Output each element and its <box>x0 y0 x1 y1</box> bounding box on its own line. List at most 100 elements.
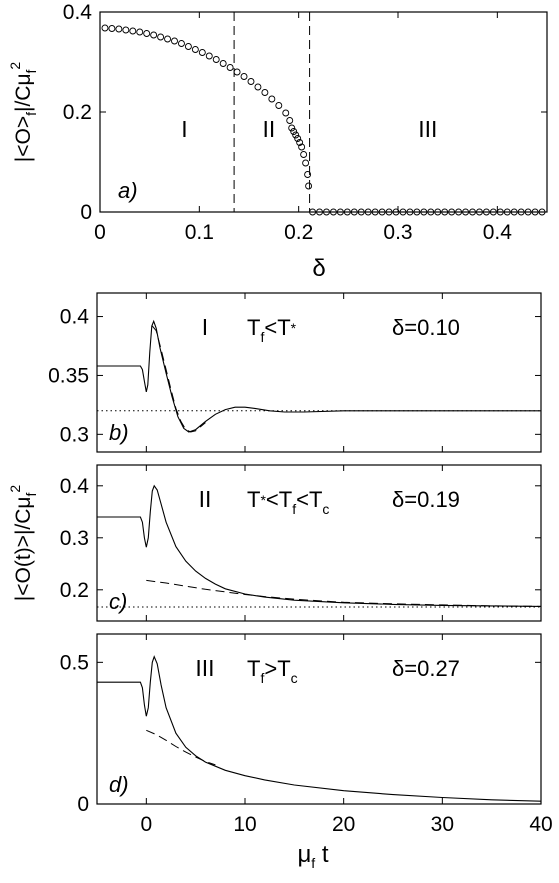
data-point <box>413 208 421 216</box>
data-point <box>496 208 504 216</box>
data-point <box>434 208 442 216</box>
data-point <box>157 33 165 41</box>
panel-b-ytick-label: 0.35 <box>48 364 89 387</box>
data-point <box>226 64 234 71</box>
data-point <box>101 24 109 32</box>
data-point <box>296 139 304 146</box>
bottom-xlabel: μf t <box>297 841 328 871</box>
data-point <box>441 208 449 216</box>
panel-b-plot-frame <box>96 292 542 453</box>
data-point <box>298 143 306 151</box>
data-point <box>309 208 317 216</box>
panel-c-delta-label: δ=0.19 <box>392 487 460 512</box>
data-point <box>178 40 185 47</box>
panel-d-solid-curve <box>97 655 542 802</box>
data-point <box>476 208 483 216</box>
region-label: III <box>418 116 437 142</box>
data-point <box>164 35 171 43</box>
panel-d: 0 0.5 0 10 20 30 40 III Tf>Tc δ=0.27 d) <box>60 633 553 836</box>
data-point <box>290 128 298 135</box>
panel-d-ytick-label: 0.5 <box>60 651 89 674</box>
data-point <box>191 46 199 53</box>
data-point <box>129 27 137 35</box>
data-point <box>364 208 372 216</box>
data-point <box>282 109 290 117</box>
data-point <box>304 171 312 178</box>
data-point <box>198 49 206 56</box>
panel-d-xtick-label: 20 <box>332 813 355 836</box>
data-point <box>305 182 313 190</box>
panel-label: a) <box>118 178 138 203</box>
data-point <box>150 31 158 39</box>
panel-b-panel-label: b) <box>109 420 129 445</box>
data-point <box>427 208 435 216</box>
data-point <box>392 208 400 216</box>
panel-d-panel-label: d) <box>109 772 129 797</box>
data-point <box>323 208 330 216</box>
panel-c-plot-frame <box>96 464 542 622</box>
data-point <box>448 208 456 216</box>
data-point <box>254 83 262 91</box>
data-point <box>406 208 414 216</box>
data-point <box>336 208 344 216</box>
data-point <box>288 124 296 132</box>
data-point <box>240 73 248 80</box>
region-label: I <box>181 116 187 142</box>
data-point <box>469 208 476 216</box>
panel-a-ytick-label: 0.4 <box>63 1 93 24</box>
data-point <box>489 208 497 216</box>
panel-c: 0.2 0.3 0.4 II T*<Tf<Tc δ=0.19 c) <box>60 464 542 622</box>
data-point <box>420 208 428 216</box>
panel-a-ytick-label: 0.2 <box>63 101 92 124</box>
panel-d-region-label: III <box>195 655 214 681</box>
panel-a-ylabel: |<O>f|/Cμf2 <box>7 62 39 163</box>
panel-a-xtick-label: 0 <box>94 221 106 244</box>
panel-a-ytick-label: 0 <box>80 201 92 224</box>
data-point <box>247 78 255 85</box>
panel-d-xtick-label: 30 <box>431 813 454 836</box>
panel-b-delta-label: δ=0.10 <box>392 315 460 340</box>
data-point <box>261 89 269 96</box>
data-point <box>510 208 518 216</box>
data-point <box>300 151 308 158</box>
data-point <box>462 208 469 216</box>
panel-c-ytick-label: 0.4 <box>60 475 90 498</box>
panel-d-xtick-label: 40 <box>529 813 552 836</box>
data-point <box>316 208 323 216</box>
panel-c-condition-label: T*<Tf<Tc <box>247 487 329 517</box>
panel-a-xlabel: δ <box>312 255 325 282</box>
data-point <box>343 208 351 216</box>
data-point <box>212 56 220 63</box>
data-point <box>482 208 490 216</box>
panel-b-ytick-label: 0.3 <box>60 423 89 446</box>
lower-ylabel: |<O(t)>|/Cμf2 <box>7 485 39 602</box>
panel-c-solid-curve <box>97 484 542 607</box>
data-point <box>292 131 300 139</box>
data-point <box>378 208 386 216</box>
panel-d-ytick-label: 0 <box>77 793 89 816</box>
data-point <box>143 30 151 37</box>
data-point <box>219 60 227 67</box>
data-point <box>399 208 407 216</box>
panel-d-condition-label: Tf>Tc <box>247 656 298 686</box>
data-point <box>275 102 283 109</box>
data-point <box>286 117 294 124</box>
panel-d-asymptotic-dashed-curve <box>146 729 216 766</box>
data-point <box>371 208 379 216</box>
panel-d-delta-label: δ=0.27 <box>392 656 460 681</box>
data-point <box>302 159 310 167</box>
panel-a-xtick-label: 0.1 <box>185 221 214 244</box>
data-point <box>329 208 337 216</box>
data-point <box>108 25 116 32</box>
panel-b-condition-label: Tf<T* <box>247 315 297 345</box>
panel-a-xtick-label: 0.4 <box>483 221 513 244</box>
data-point <box>350 208 358 216</box>
data-point <box>524 208 532 216</box>
data-point <box>455 208 463 216</box>
data-point <box>357 208 365 216</box>
data-point <box>294 135 302 142</box>
data-point <box>517 208 525 216</box>
panel-c-panel-label: c) <box>109 589 127 614</box>
